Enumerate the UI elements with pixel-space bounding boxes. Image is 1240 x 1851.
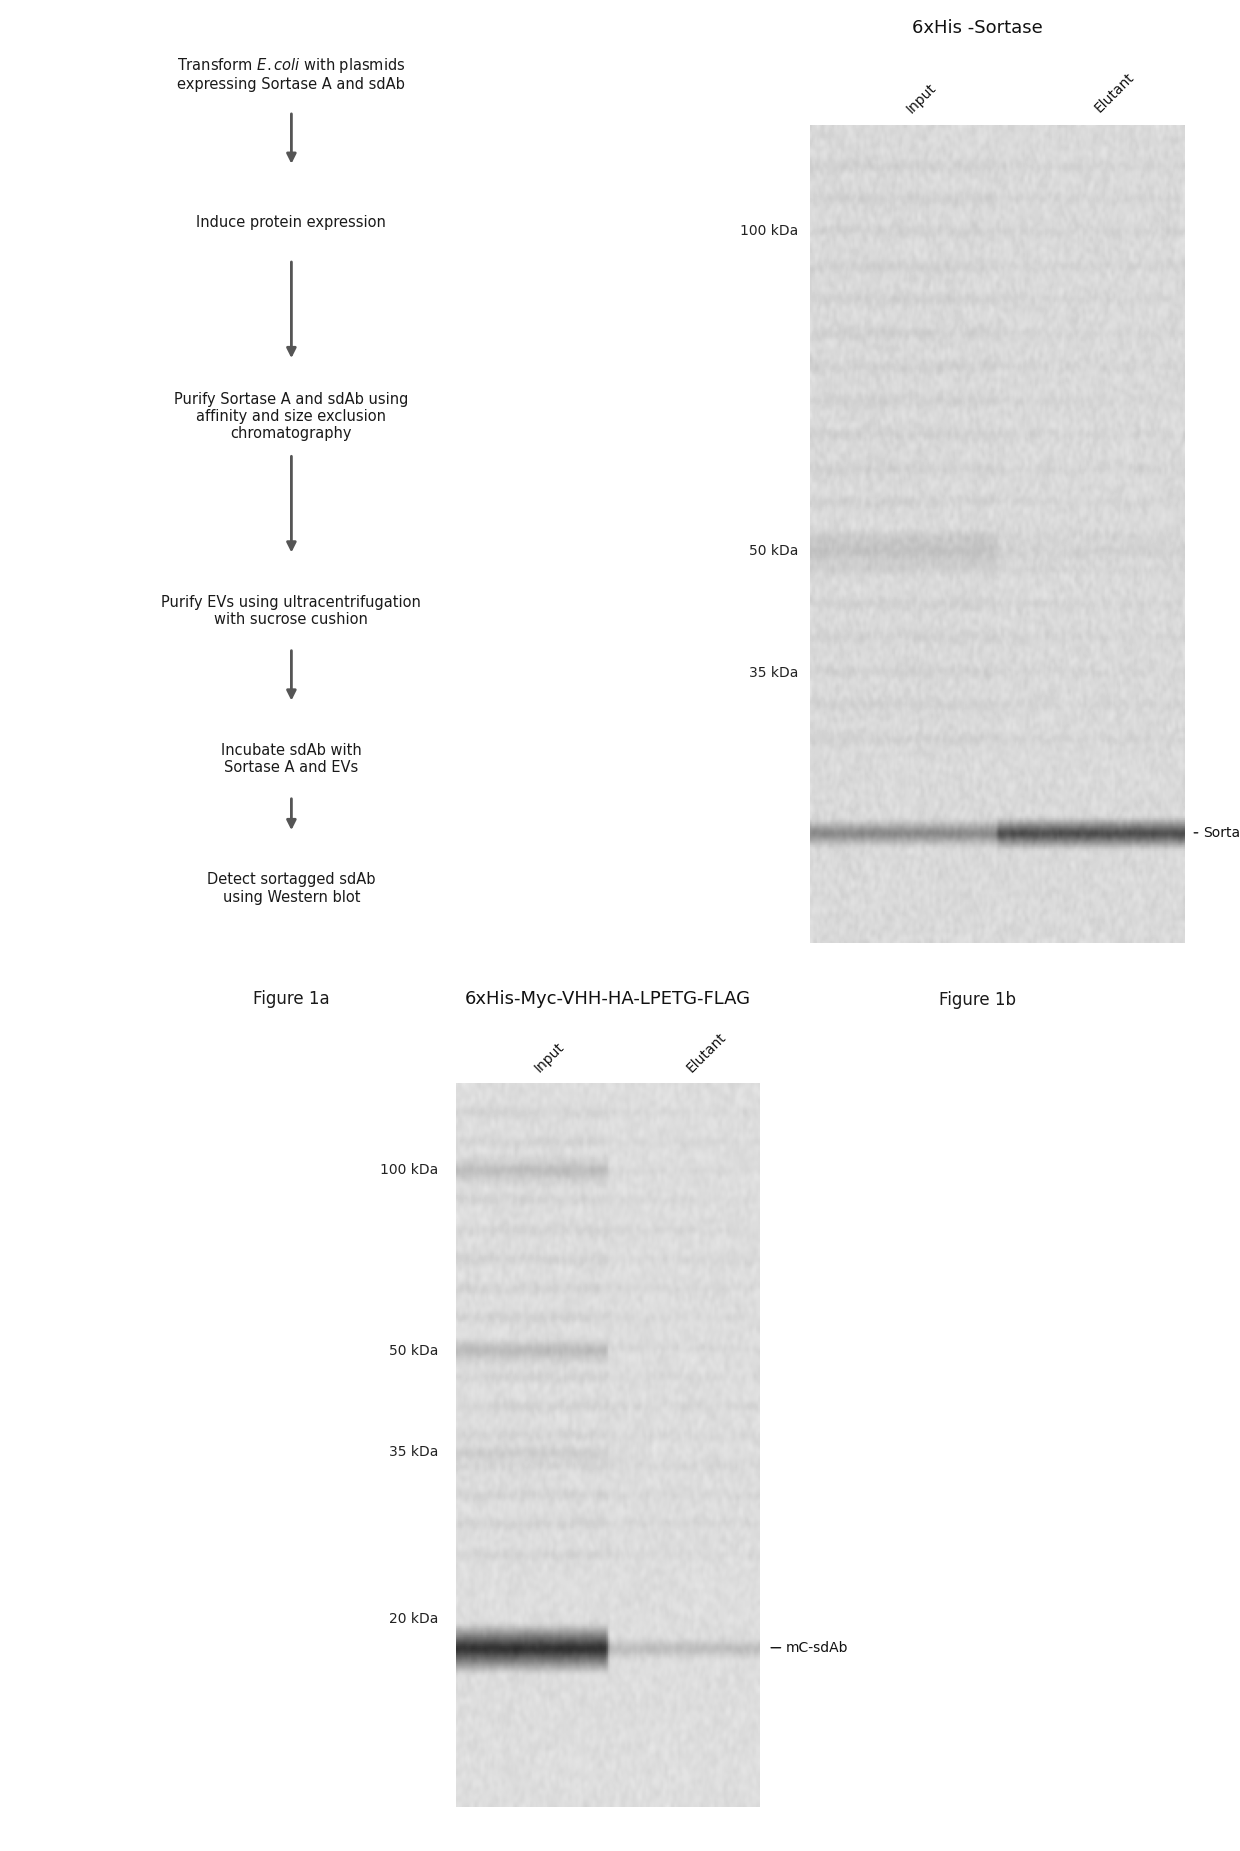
Text: 6xHis -Sortase: 6xHis -Sortase	[911, 19, 1043, 37]
Text: Input: Input	[904, 80, 940, 115]
Text: 50 kDa: 50 kDa	[749, 544, 799, 557]
Text: Induce protein expression: Induce protein expression	[196, 215, 387, 230]
Text: Figure 1a: Figure 1a	[253, 990, 330, 1009]
Text: Purify EVs using ultracentrifugation
with sucrose cushion: Purify EVs using ultracentrifugation wit…	[161, 594, 422, 627]
Text: mC-sdAb: mC-sdAb	[771, 1640, 848, 1655]
Text: 100 kDa: 100 kDa	[379, 1162, 438, 1177]
Text: 6xHis-Myc-VHH-HA-LPETG-FLAG: 6xHis-Myc-VHH-HA-LPETG-FLAG	[465, 990, 750, 1007]
Text: 100 kDa: 100 kDa	[740, 224, 799, 239]
Text: 35 kDa: 35 kDa	[749, 666, 799, 681]
Text: 20 kDa: 20 kDa	[388, 1612, 438, 1625]
Text: Sortase: Sortase	[1194, 826, 1240, 840]
Text: 35 kDa: 35 kDa	[388, 1446, 438, 1459]
Text: 50 kDa: 50 kDa	[388, 1344, 438, 1359]
Text: Transform $\it{E.coli}$ with plasmids
expressing Sortase A and sdAb: Transform $\it{E.coli}$ with plasmids ex…	[177, 56, 405, 93]
Text: Figure 1b: Figure 1b	[939, 992, 1016, 1009]
Text: Elutant: Elutant	[683, 1029, 729, 1075]
Text: Elutant: Elutant	[1091, 70, 1137, 115]
Text: Input: Input	[532, 1040, 567, 1075]
Text: Detect sortagged sdAb
using Western blot: Detect sortagged sdAb using Western blot	[207, 872, 376, 905]
Text: Purify Sortase A and sdAb using
affinity and size exclusion
chromatography: Purify Sortase A and sdAb using affinity…	[174, 392, 409, 441]
Text: Incubate sdAb with
Sortase A and EVs: Incubate sdAb with Sortase A and EVs	[221, 742, 362, 776]
